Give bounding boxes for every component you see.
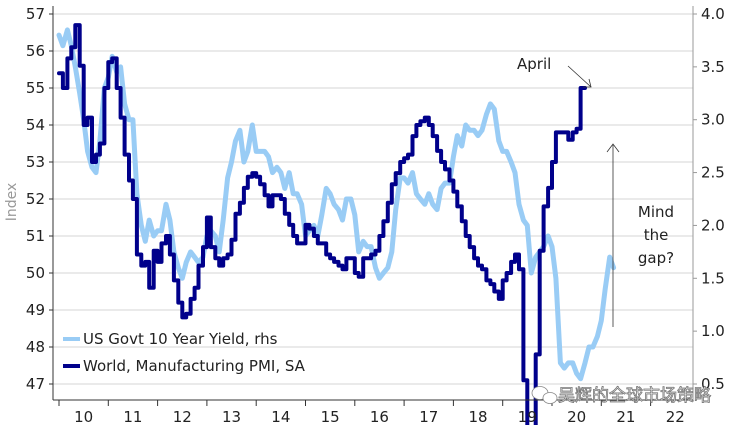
legend-item-world-pmi: World, Manufacturing PMI, SA [63, 357, 306, 375]
left-axis-ticks: 47 48 49 50 51 52 53 54 55 56 57 [26, 5, 53, 393]
series-us-10y-yield [56, 27, 617, 382]
x-axis-ticks: 10 11 12 13 14 15 16 17 18 19 20 21 22 [58, 400, 685, 425]
arrow-up-icon [606, 143, 620, 153]
y2-tick-label: 0.5 [701, 375, 725, 393]
x-tick-label: 22 [666, 408, 685, 425]
x-tick-label: 17 [419, 408, 438, 425]
series-line [57, 23, 587, 425]
arrowhead-icon [583, 78, 592, 88]
right-axis-ticks: 0.5 1.0 1.5 2.0 2.5 3.0 3.5 4.0 [693, 5, 725, 393]
y-axis-title: Index [4, 183, 20, 222]
x-tick-label: 16 [370, 408, 389, 425]
y-tick-label: 56 [26, 42, 45, 60]
x-tick-label: 12 [173, 408, 192, 425]
annotation-april-arrow [567, 65, 592, 88]
x-tick-label: 14 [271, 408, 290, 425]
series-world-pmi [57, 0, 614, 425]
annotation-gap-line1: Mind [638, 203, 674, 221]
y2-tick-label: 2.0 [701, 216, 725, 234]
y2-tick-label: 3.0 [701, 111, 725, 129]
annotation-gap: Mind the gap? [606, 143, 674, 327]
y2-tick-label: 4.0 [701, 5, 725, 23]
legend: US Govt 10 Year Yield, rhs World, Manufa… [63, 330, 306, 375]
y-tick-label: 57 [26, 5, 45, 23]
y2-tick-label: 1.5 [701, 269, 725, 287]
y-tick-label: 52 [26, 190, 45, 208]
series-layer [56, 0, 617, 425]
x-tick-label: 10 [74, 408, 93, 425]
x-tick-label: 13 [222, 408, 241, 425]
x-tick-label: 21 [616, 408, 635, 425]
x-tick-label: 15 [321, 408, 340, 425]
watermark: 吴辉的全球市场策略 [531, 386, 711, 406]
series-line [56, 27, 617, 382]
y-tick-label: 50 [26, 264, 45, 282]
x-tick-label: 18 [469, 408, 488, 425]
legend-label-world-pmi: World, Manufacturing PMI, SA [83, 357, 306, 375]
annotation-april: April [517, 55, 592, 88]
y-tick-label: 53 [26, 153, 45, 171]
watermark-text: 吴辉的全球市场策略 [558, 386, 711, 406]
x-tick-label: 19 [518, 408, 537, 425]
y2-tick-label: 2.5 [701, 164, 725, 182]
annotation-april-label: April [517, 55, 551, 73]
y-tick-label: 51 [26, 227, 45, 245]
annotation-gap-line2: the [644, 226, 669, 244]
legend-item-us-10y: US Govt 10 Year Yield, rhs [63, 330, 278, 348]
y-tick-label: 47 [26, 375, 45, 393]
y-tick-label: 48 [26, 338, 45, 356]
x-tick-label: 20 [567, 408, 586, 425]
wechat-icon [531, 386, 558, 404]
y-tick-label: 54 [26, 116, 45, 134]
x-tick-label: 11 [123, 408, 142, 425]
y2-tick-label: 1.0 [701, 322, 725, 340]
y-tick-label: 49 [26, 301, 45, 319]
gridlines [53, 13, 693, 385]
y-tick-label: 55 [26, 79, 45, 97]
y2-tick-label: 3.5 [701, 58, 725, 76]
annotation-gap-line3: gap? [638, 249, 674, 267]
legend-label-us-10y: US Govt 10 Year Yield, rhs [83, 330, 278, 348]
